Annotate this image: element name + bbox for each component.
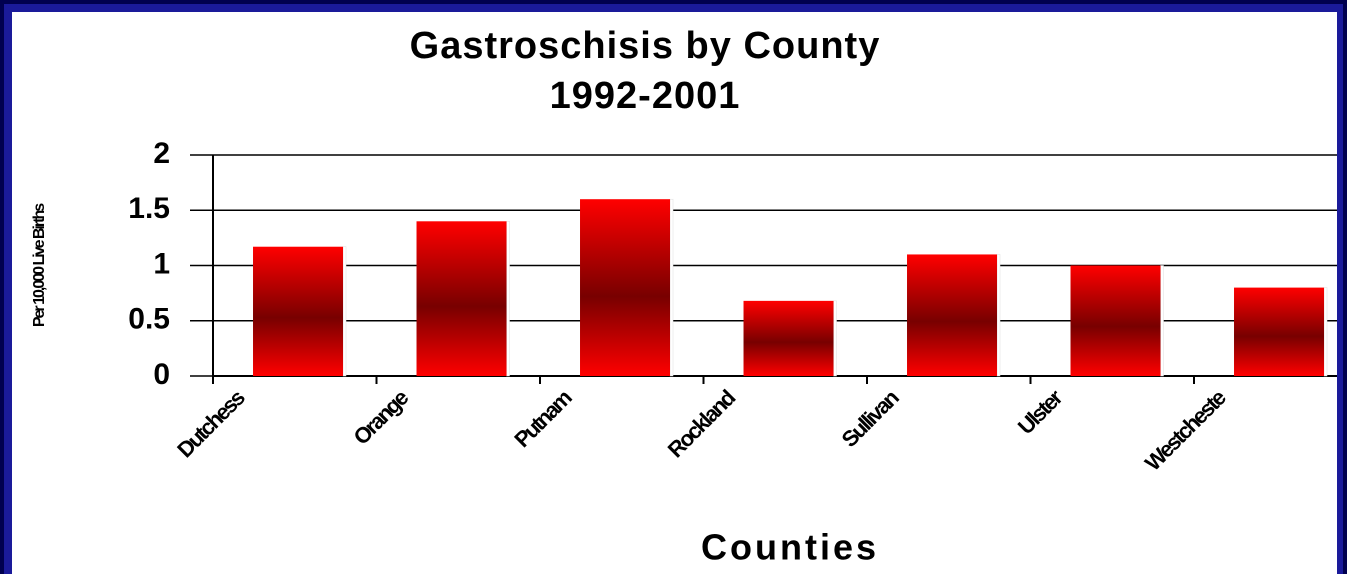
bar-highlight — [1323, 287, 1328, 377]
bar — [416, 221, 507, 376]
y-tick-label: 2 — [153, 137, 170, 170]
bar-highlight — [1160, 265, 1164, 377]
bar-highlight — [833, 300, 837, 377]
bar — [1070, 265, 1161, 376]
bar-highlight — [669, 198, 674, 377]
bar — [1234, 287, 1325, 376]
bar-highlight — [996, 254, 1001, 377]
bar — [580, 199, 671, 376]
bar — [743, 300, 834, 376]
x-axis-label: Counties — [701, 527, 879, 568]
y-axis-label: Per 10,000 Live Births — [31, 203, 48, 327]
bar-highlight — [342, 246, 347, 377]
chart-subtitle: 1992-2001 — [550, 75, 741, 117]
y-tick-label: 1 — [153, 247, 170, 280]
y-tick-label: 0 — [153, 358, 170, 391]
bar-highlight — [506, 221, 510, 377]
bar — [253, 246, 344, 376]
bar — [907, 254, 998, 376]
chart-title: Gastroschisis by County — [410, 25, 881, 67]
y-tick-label: 0.5 — [128, 303, 170, 336]
y-tick-label: 1.5 — [128, 192, 170, 225]
